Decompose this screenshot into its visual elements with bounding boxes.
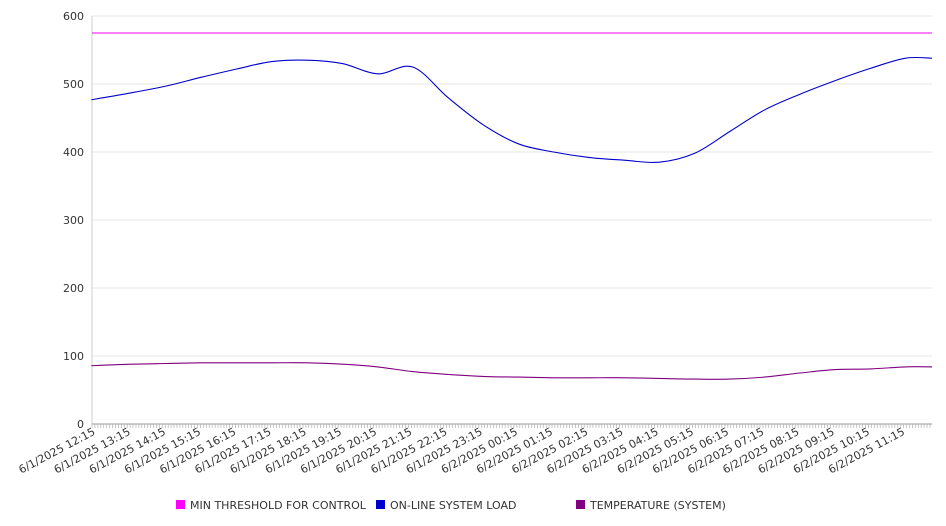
y-tick-label: 100 [63, 350, 84, 363]
y-tick-labels: 0 100 200 300 400 500 600 [63, 10, 84, 431]
axes [91, 16, 932, 428]
x-tick-labels: 6/1/2025 12:156/1/2025 13:156/1/2025 14:… [17, 425, 907, 476]
series-lines [91, 32, 933, 380]
y-tick-label: 400 [63, 146, 84, 159]
series-line-1 [91, 56, 933, 164]
legend-swatch [176, 500, 185, 509]
y-tick-label: 300 [63, 214, 84, 227]
y-tick-label: 600 [63, 10, 84, 23]
y-tick-label: 500 [63, 78, 84, 91]
legend: MIN THRESHOLD FOR CONTROL ON-LINE SYSTEM … [176, 499, 726, 512]
legend-swatch [376, 500, 385, 509]
y-tick-label: 0 [77, 418, 84, 431]
legend-swatch [576, 500, 585, 509]
y-tick-label: 200 [63, 282, 84, 295]
legend-label: ON-LINE SYSTEM LOAD [390, 499, 516, 512]
legend-label: TEMPERATURE (SYSTEM) [589, 499, 726, 512]
series-line-2 [91, 362, 933, 380]
grid-lines [92, 15, 932, 357]
legend-label: MIN THRESHOLD FOR CONTROL [190, 499, 367, 512]
